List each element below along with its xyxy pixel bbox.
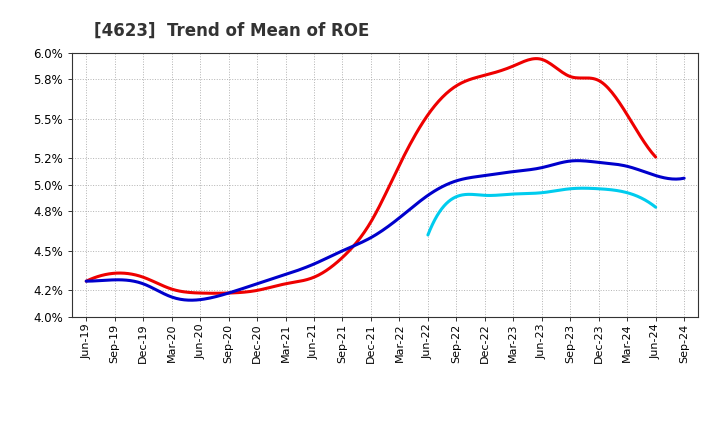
3 Years — [423, 113, 431, 118]
3 Years — [652, 154, 660, 160]
3 Years — [602, 84, 611, 89]
Line: 3 Years: 3 Years — [86, 59, 656, 293]
3 Years — [531, 56, 540, 61]
5 Years — [440, 183, 449, 188]
5 Years — [438, 184, 446, 189]
Text: [4623]  Trend of Mean of ROE: [4623] Trend of Mean of ROE — [94, 22, 369, 40]
7 Years — [559, 187, 567, 192]
Line: 5 Years: 5 Years — [86, 161, 684, 300]
7 Years — [424, 231, 433, 236]
5 Years — [450, 179, 459, 184]
5 Years — [186, 297, 194, 303]
3 Years — [566, 74, 575, 79]
7 Years — [563, 187, 572, 192]
5 Years — [680, 176, 688, 181]
Legend: 3 Years, 5 Years, 7 Years: 3 Years, 5 Years, 7 Years — [223, 434, 547, 440]
3 Years — [432, 101, 441, 106]
3 Years — [210, 291, 218, 296]
7 Years — [631, 193, 639, 198]
5 Years — [628, 165, 636, 170]
5 Years — [574, 158, 582, 163]
5 Years — [84, 279, 93, 284]
7 Years — [579, 186, 588, 191]
Line: 7 Years: 7 Years — [428, 188, 656, 235]
3 Years — [421, 116, 430, 121]
3 Years — [82, 279, 91, 284]
7 Years — [559, 187, 568, 192]
5 Years — [82, 279, 91, 284]
3 Years — [84, 278, 92, 283]
7 Years — [616, 189, 625, 194]
7 Years — [423, 232, 432, 238]
7 Years — [652, 205, 660, 210]
5 Years — [590, 159, 598, 165]
